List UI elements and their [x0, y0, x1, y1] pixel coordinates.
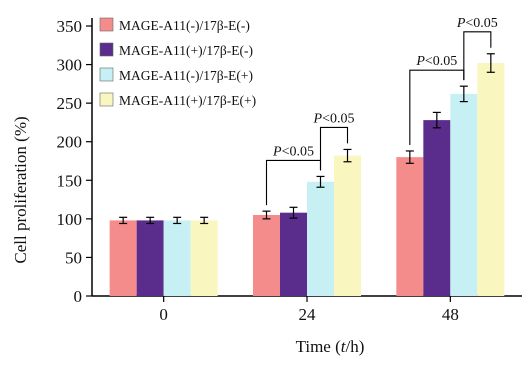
significance-label-p: P [456, 16, 466, 31]
y-tick-label: 50 [65, 248, 82, 267]
y-tick-label: 200 [57, 133, 83, 152]
x-axis-title-prefix: Time ( [296, 337, 342, 356]
x-tick-label: 48 [442, 305, 459, 324]
legend-label: MAGE-A11(-)/17β-E(+) [119, 68, 253, 83]
bar [190, 220, 218, 296]
y-tick-label: 100 [57, 210, 83, 229]
bars-layer [109, 53, 505, 297]
bar [307, 181, 334, 296]
legend-label: MAGE-A11(+)/17β-E(-) [119, 43, 253, 58]
bar [423, 120, 451, 296]
significance-label-value: <0.05 [465, 16, 497, 31]
significance-label-value: <0.05 [425, 54, 457, 69]
legend-swatch [99, 42, 114, 57]
y-tick-label: 300 [57, 56, 83, 75]
legend-swatch [99, 92, 114, 107]
significance-label-p: P [313, 111, 323, 126]
x-axis-title: Time (t/h) [296, 337, 365, 356]
significance-label: P<0.05 [415, 54, 457, 69]
y-tick-label: 0 [74, 287, 83, 306]
x-axis-title-variable: t [341, 337, 347, 356]
significance-label-value: <0.05 [282, 144, 314, 159]
bar [280, 212, 307, 296]
y-tick-label: 250 [57, 94, 83, 113]
significance-label: P<0.05 [313, 111, 355, 126]
bar [450, 93, 478, 296]
axes-layer: 0 50 100 150 200 250 300 350 0 24 48 [57, 17, 522, 324]
bar [396, 157, 424, 296]
bar [334, 155, 361, 296]
bar [109, 220, 137, 296]
bar [136, 220, 164, 296]
significance-label: P<0.05 [456, 16, 498, 31]
significance-bracket [463, 31, 492, 81]
significance-label-p: P [415, 54, 425, 69]
annotations-layer: P<0.05P<0.05P<0.05P<0.05 [265, 16, 498, 206]
legend: MAGE-A11(-)/17β-E(-) MAGE-A11(+)/17β-E(-)… [99, 17, 256, 108]
x-tick-label: 24 [299, 305, 317, 324]
significance-label-p: P [272, 144, 282, 159]
y-axis-title: Cell proliferation (%) [11, 116, 30, 263]
bar [477, 63, 505, 297]
y-tick-label: 150 [57, 171, 83, 190]
x-tick-label: 0 [159, 305, 168, 324]
significance-bracket [319, 126, 349, 171]
significance-label-value: <0.05 [322, 111, 354, 126]
bar [253, 215, 280, 296]
legend-swatch [99, 17, 114, 32]
legend-swatch [99, 67, 114, 82]
x-axis-title-suffix: /h) [346, 337, 365, 356]
significance-label: P<0.05 [272, 144, 314, 159]
bar [163, 220, 191, 296]
y-tick-label: 350 [57, 17, 83, 36]
legend-label: MAGE-A11(+)/17β-E(+) [119, 93, 256, 108]
legend-label: MAGE-A11(-)/17β-E(-) [119, 18, 250, 33]
